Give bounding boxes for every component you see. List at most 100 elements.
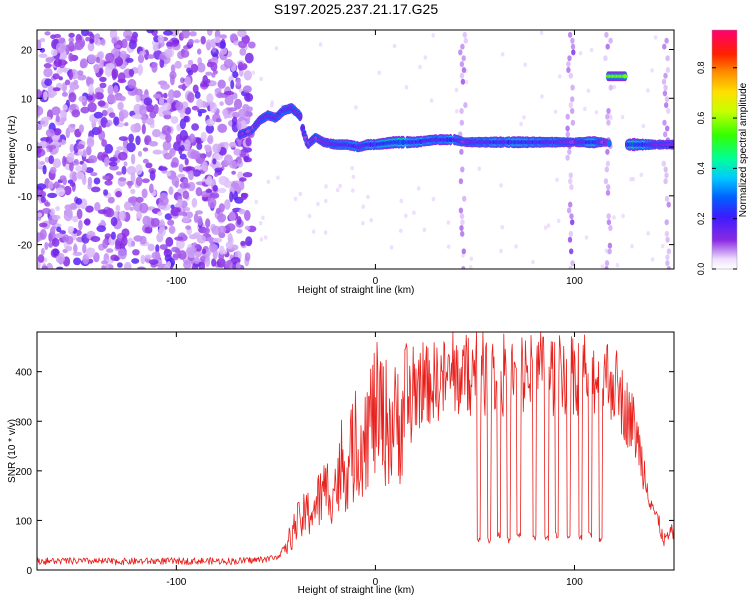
heatmap-noise-cell <box>212 237 222 243</box>
heatmap-noise-cell <box>37 147 42 155</box>
heatmap-noise-cell <box>171 175 180 187</box>
heatmap-noise-cell <box>148 259 159 265</box>
heatmap-noise-cell <box>233 148 241 156</box>
heatmap-noise-cell <box>207 134 214 145</box>
heatmap-noise-cell <box>197 48 202 55</box>
heatmap-noise-cell <box>73 243 78 254</box>
heatmap-noise-cell <box>165 236 174 247</box>
heatmap-noise-cell <box>165 133 172 143</box>
heatmap-noise-cell <box>404 213 408 218</box>
heatmap-noise-cell <box>653 35 658 40</box>
heatmap-streak-cell <box>459 225 464 231</box>
heatmap-noise-cell <box>121 165 127 175</box>
heatmap-noise-cell <box>155 244 160 253</box>
heatmap-streak-cell <box>461 266 466 269</box>
heatmap-noise-cell <box>324 198 328 204</box>
heatmap-noise-cell <box>589 47 594 53</box>
heatmap-ridge-cell <box>400 139 406 146</box>
heatmap-noise-cell <box>142 215 151 226</box>
heatmap-noise-cell <box>206 93 214 104</box>
heatmap-streak-cell <box>569 213 574 220</box>
heatmap-streak-cell <box>605 160 611 167</box>
heatmap-noise-cell <box>38 53 48 58</box>
heatmap-noise-cell <box>116 146 125 151</box>
heatmap-streak-cell <box>604 31 609 38</box>
heatmap-noise-cell <box>121 228 130 237</box>
heatmap-noise-cell <box>244 52 254 64</box>
heatmap-noise-cell <box>170 116 179 124</box>
heatmap-noise-cell <box>556 218 561 224</box>
heatmap-noise-cell <box>159 57 165 69</box>
heatmap-noise-cell <box>157 34 164 44</box>
heatmap-noise-cell <box>201 248 207 255</box>
heatmap-noise-cell <box>51 91 58 96</box>
heatmap-noise-cell <box>164 213 173 221</box>
heatmap-noise-cell <box>105 52 115 63</box>
heatmap-noise-cell <box>115 44 121 49</box>
heatmap-noise-cell <box>195 187 203 197</box>
heatmap-noise-cell <box>86 145 92 156</box>
heatmap-noise-cell <box>200 35 206 45</box>
heatmap-noise-cell <box>95 56 100 64</box>
heatmap-noise-cell <box>124 261 132 269</box>
heatmap-noise-cell <box>87 176 93 186</box>
heatmap-noise-cell <box>216 92 224 99</box>
heatmap-noise-cell <box>166 261 171 268</box>
heatmap-noise-cell <box>45 128 55 138</box>
spectrogram-y-tick-label: 20 <box>21 46 33 57</box>
heatmap-noise-cell <box>455 109 459 114</box>
heatmap-noise-cell <box>82 149 87 158</box>
heatmap-noise-cell <box>223 154 233 166</box>
heatmap-streak-cell <box>569 248 574 255</box>
heatmap-noise-cell <box>197 62 206 73</box>
heatmap-streak-cell <box>566 67 571 73</box>
heatmap-noise-cell <box>182 190 190 200</box>
heatmap-noise-cell <box>213 36 221 43</box>
heatmap-noise-cell <box>190 63 199 73</box>
heatmap-noise-cell <box>128 68 135 77</box>
heatmap-noise-cell <box>621 213 625 219</box>
heatmap-noise-cell <box>111 37 118 44</box>
heatmap-streak-cell <box>664 230 670 237</box>
colorbar-tick-label: 0.0 <box>696 263 706 276</box>
heatmap-noise-cell <box>218 231 226 239</box>
heatmap-ridge-cell <box>297 113 303 119</box>
heatmap-noise-cell <box>113 85 119 94</box>
heatmap-noise-cell <box>51 237 60 247</box>
heatmap-noise-cell <box>179 129 188 141</box>
heatmap-noise-cell <box>350 166 355 171</box>
heatmap-noise-cell <box>141 115 147 125</box>
heatmap-noise-cell <box>192 84 199 94</box>
heatmap-noise-cell <box>196 234 207 244</box>
heatmap-noise-cell <box>54 233 64 239</box>
heatmap-noise-cell <box>231 170 236 175</box>
heatmap-noise-cell <box>104 143 114 154</box>
heatmap-noise-cell <box>52 87 61 92</box>
heatmap-noise-cell <box>539 30 544 35</box>
heatmap-noise-cell <box>354 105 358 110</box>
heatmap-noise-cell <box>212 185 218 192</box>
heatmap-streak-cell <box>459 148 464 155</box>
heatmap-noise-cell <box>583 106 587 112</box>
heatmap-noise-cell <box>46 262 54 269</box>
heatmap-noise-cell <box>101 265 106 269</box>
heatmap-streak-cell <box>662 90 668 97</box>
heatmap-noise-cell <box>224 90 234 96</box>
heatmap-noise-cell <box>202 75 209 86</box>
heatmap-noise-cell <box>123 201 132 211</box>
heatmap-noise-cell <box>224 199 231 210</box>
heatmap-noise-cell <box>50 34 56 39</box>
heatmap-noise-cell <box>145 117 155 125</box>
heatmap-noise-cell <box>142 147 149 152</box>
heatmap-noise-cell <box>162 140 172 151</box>
heatmap-noise-cell <box>44 31 51 36</box>
heatmap-noise-cell <box>361 204 366 209</box>
heatmap-noise-cell <box>193 39 200 44</box>
heatmap-noise-cell <box>418 64 422 70</box>
heatmap-streak-cell <box>606 119 611 126</box>
heatmap-noise-cell <box>446 220 451 225</box>
heatmap-noise-cell <box>159 244 168 250</box>
heatmap-noise-cell <box>351 174 356 179</box>
heatmap-noise-cell <box>197 215 203 226</box>
colorbar-tick-label: 0.8 <box>696 61 706 74</box>
